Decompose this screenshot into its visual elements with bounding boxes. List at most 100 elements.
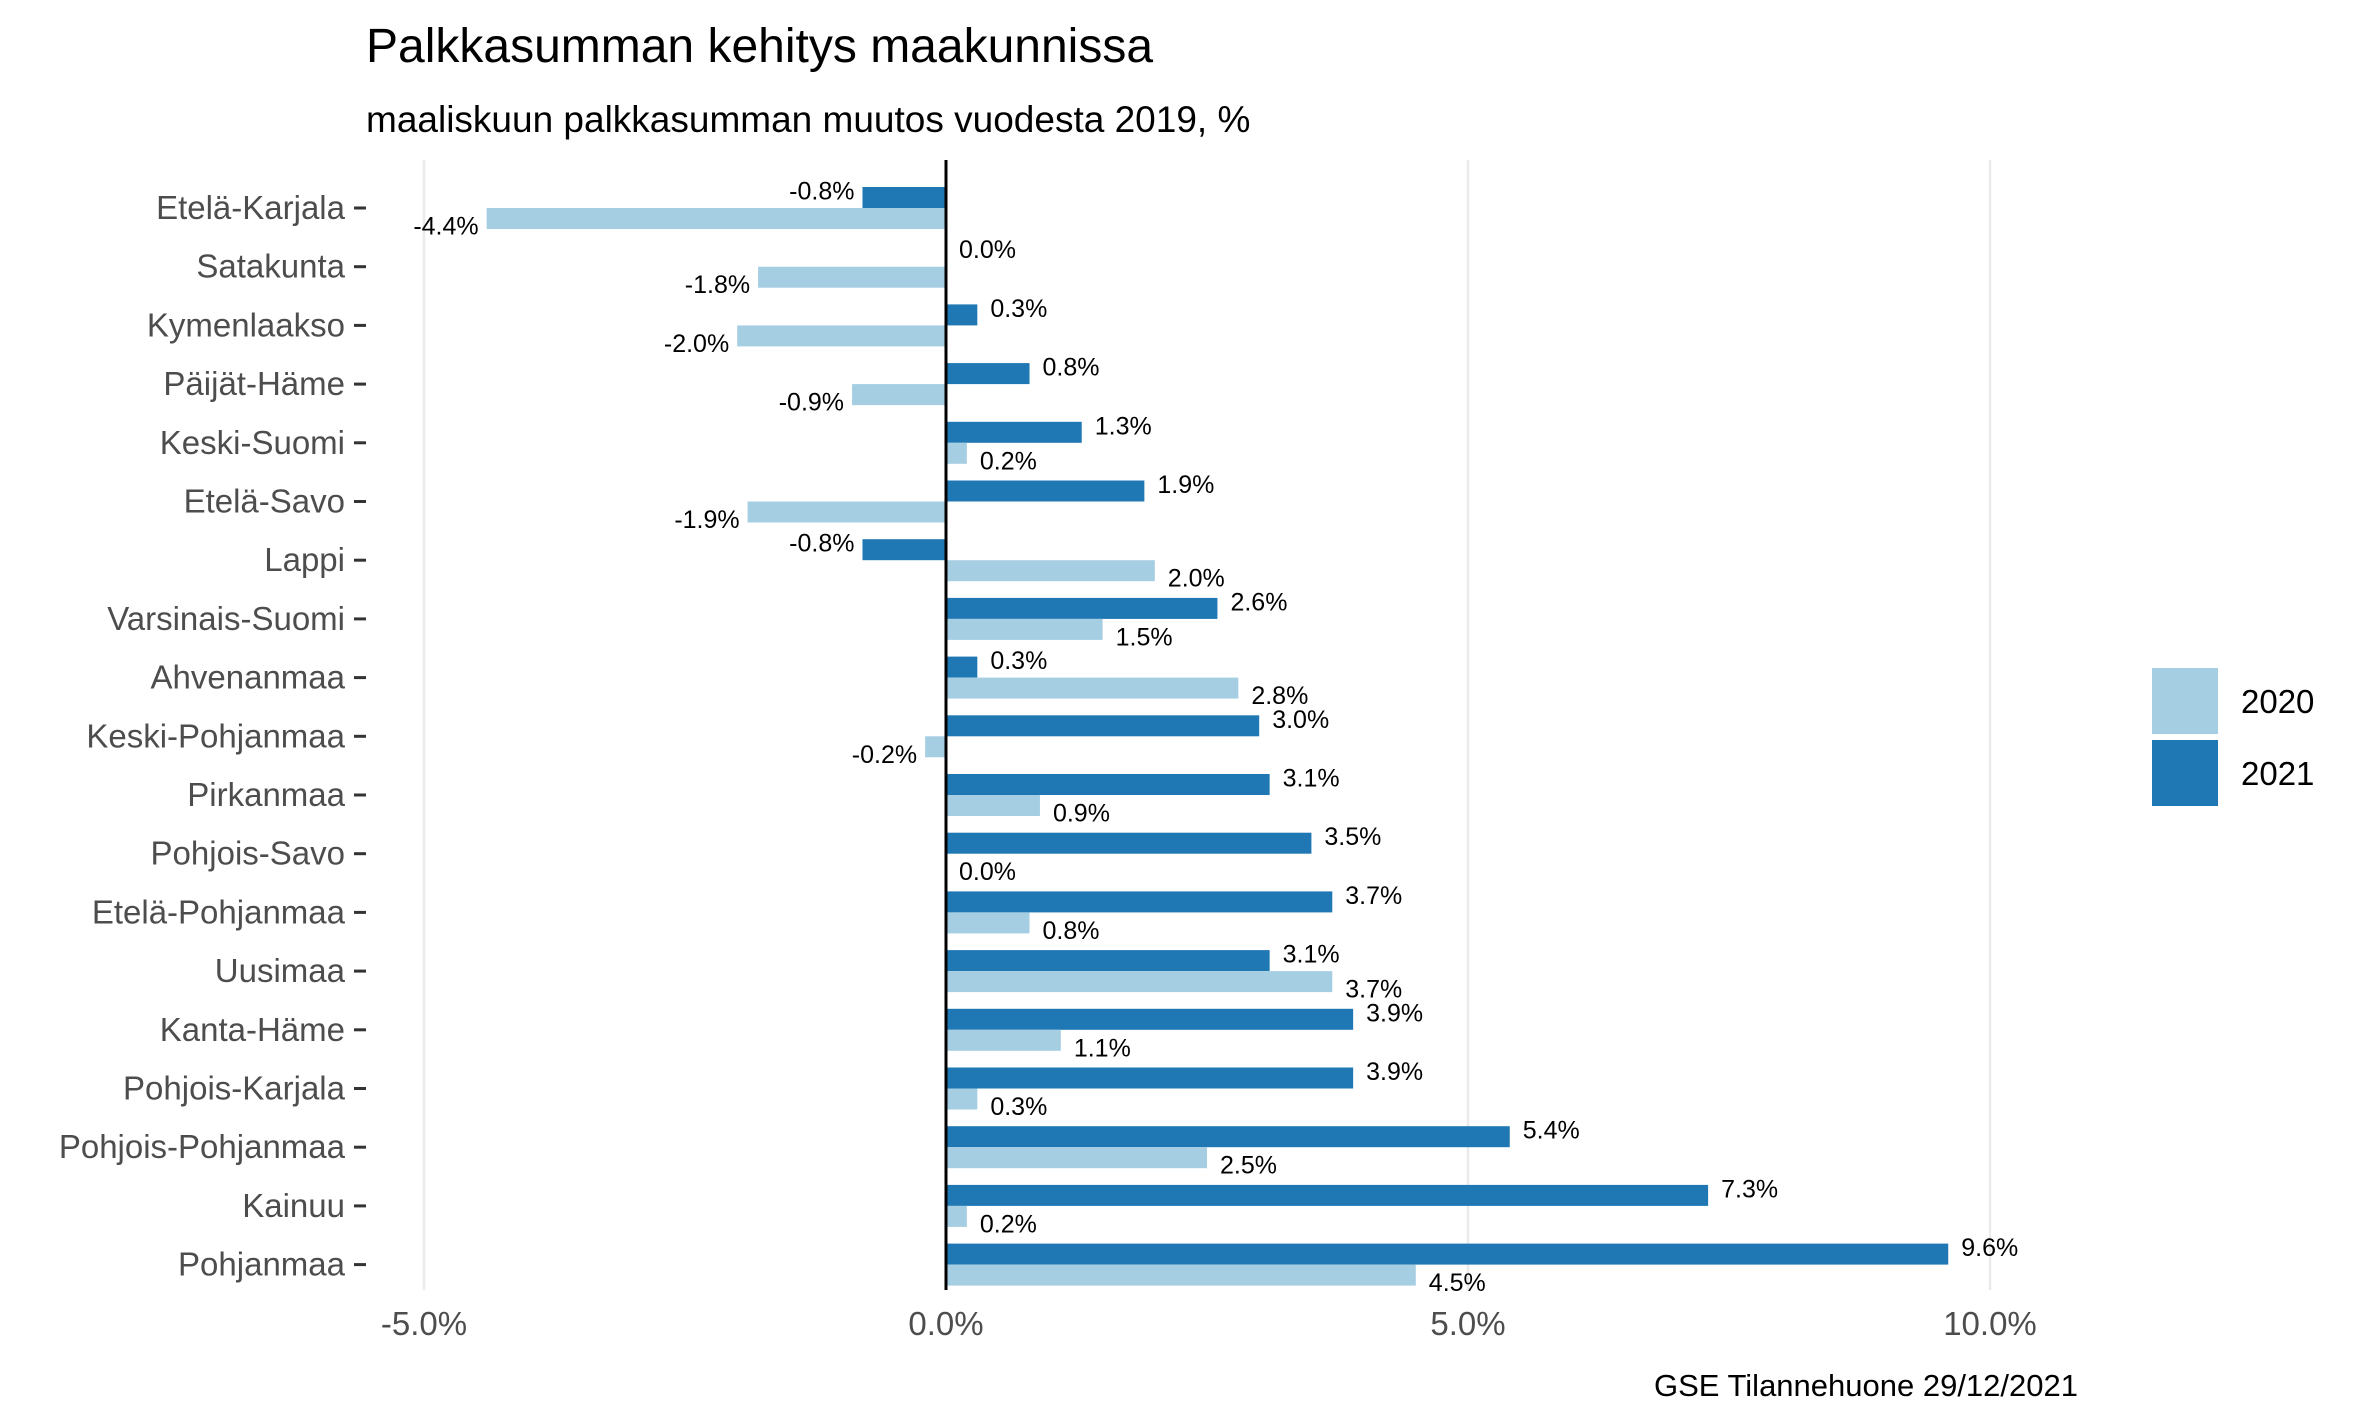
legend-swatch-2020 xyxy=(2152,668,2218,734)
grid-layer xyxy=(422,160,1992,1290)
y-tick-label: Satakunta xyxy=(196,248,345,285)
bar-2020 xyxy=(747,501,946,523)
bar-2021 xyxy=(946,480,1145,502)
bar-2020 xyxy=(486,208,946,229)
data-label-2021: 3.1% xyxy=(1283,765,1340,793)
data-label-2020: 2.0% xyxy=(1168,565,1225,593)
legend-swatch-2021 xyxy=(2152,740,2218,806)
data-label-2020: 2.5% xyxy=(1220,1152,1277,1180)
data-label-2020: -2.0% xyxy=(664,330,729,358)
data-label-2020: 0.2% xyxy=(980,1210,1037,1238)
data-label-2021: 1.3% xyxy=(1095,412,1152,440)
bar-2020 xyxy=(946,971,1333,993)
bar-2021 xyxy=(862,539,946,561)
bar-2021 xyxy=(946,363,1030,385)
data-label-2021: 1.9% xyxy=(1157,471,1214,499)
data-label-2020: -4.4% xyxy=(413,213,478,241)
data-label-2020: 1.1% xyxy=(1074,1034,1131,1062)
data-label-2021: 3.0% xyxy=(1272,706,1329,734)
y-tick-label: Pohjois-Pohjanmaa xyxy=(59,1128,346,1165)
y-tick-label: Pohjois-Karjala xyxy=(123,1070,346,1107)
data-label-2020: 0.3% xyxy=(990,1093,1047,1121)
bar-2021 xyxy=(946,891,1333,913)
data-label-2021: 0.3% xyxy=(990,647,1047,675)
bar-2020 xyxy=(946,442,967,464)
bar-2021 xyxy=(862,187,946,208)
y-tick-label: Ahvenanmaa xyxy=(151,659,346,696)
bar-2020 xyxy=(758,266,946,288)
y-tick-label: Varsinais-Suomi xyxy=(107,600,345,637)
bar-2021 xyxy=(946,832,1312,854)
data-label-2021: 9.6% xyxy=(1961,1234,2018,1262)
chart-title: Palkkasumman kehitys maakunnissa xyxy=(366,20,1153,73)
data-label-2020: -0.2% xyxy=(852,741,917,769)
y-tick-label: Kanta-Häme xyxy=(160,1011,345,1048)
y-tick-label: Pohjois-Savo xyxy=(151,835,345,872)
bars-layer xyxy=(486,187,1949,1286)
y-tick-label: Etelä-Savo xyxy=(184,483,345,520)
bar-2021 xyxy=(946,1008,1354,1030)
y-tick-label: Kymenlaakso xyxy=(147,306,345,343)
bar-2020 xyxy=(946,795,1040,816)
data-label-2020: -1.9% xyxy=(674,506,739,534)
bar-2020 xyxy=(946,912,1030,934)
data-label-2020: 0.0% xyxy=(959,858,1016,886)
data-label-2021: -0.8% xyxy=(789,178,854,206)
bar-2021 xyxy=(946,950,1270,972)
data-label-2020: 1.5% xyxy=(1116,623,1173,651)
y-tick-label: Keski-Suomi xyxy=(160,424,345,461)
bar-2020 xyxy=(946,1029,1061,1051)
bar-2020 xyxy=(852,384,946,406)
bar-2020 xyxy=(946,677,1239,699)
bar-2021 xyxy=(946,1184,1709,1206)
data-label-2021: 0.0% xyxy=(959,236,1016,264)
bar-2021 xyxy=(946,774,1270,795)
legend-label-2021: 2021 xyxy=(2241,755,2314,792)
y-tick-label: Uusimaa xyxy=(215,952,346,989)
bar-2020 xyxy=(946,1088,978,1110)
data-label-2021: 3.7% xyxy=(1345,882,1402,910)
y-tick-label: Pohjanmaa xyxy=(178,1246,346,1283)
x-axis: -5.0% 0.0% 5.0% 10.0% xyxy=(381,1305,2037,1342)
bar-2021 xyxy=(946,304,978,326)
x-tick-label: 0.0% xyxy=(908,1305,983,1342)
bar-2021 xyxy=(946,421,1082,443)
data-label-2020: -1.8% xyxy=(685,271,750,299)
bar-2020 xyxy=(946,560,1155,582)
data-label-2020: 4.5% xyxy=(1429,1269,1486,1297)
x-tick-label: 5.0% xyxy=(1430,1305,1505,1342)
y-tick-label: Keski-Pohjanmaa xyxy=(86,717,345,754)
data-label-2020: 0.2% xyxy=(980,447,1037,475)
data-label-2021: 2.6% xyxy=(1230,588,1287,616)
data-label-2020: 0.8% xyxy=(1043,917,1100,945)
bar-2021 xyxy=(946,715,1260,737)
data-label-2021: 0.8% xyxy=(1043,354,1100,382)
data-label-2021: -0.8% xyxy=(789,530,854,558)
data-label-2020: 2.8% xyxy=(1251,682,1308,710)
y-tick-label: Etelä-Pohjanmaa xyxy=(92,893,346,930)
data-label-2021: 3.9% xyxy=(1366,999,1423,1027)
bar-2020 xyxy=(946,1147,1207,1169)
y-tick-label: Päijät-Häme xyxy=(163,365,345,402)
legend-label-2020: 2020 xyxy=(2241,683,2314,720)
x-tick-label: -5.0% xyxy=(381,1305,467,1342)
bar-2021 xyxy=(946,1243,1949,1265)
data-label-2020: 3.7% xyxy=(1345,976,1402,1004)
data-label-2021: 3.1% xyxy=(1283,941,1340,969)
bar-2020 xyxy=(946,1205,967,1227)
chart-caption: GSE Tilannehuone 29/12/2021 xyxy=(1654,1368,2078,1403)
y-tick-label: Etelä-Karjala xyxy=(156,189,346,226)
data-label-2021: 5.4% xyxy=(1523,1117,1580,1145)
bar-2021 xyxy=(946,656,978,678)
y-tick-label: Lappi xyxy=(264,541,345,578)
x-tick-label: 10.0% xyxy=(1943,1305,2037,1342)
y-tick-label: Pirkanmaa xyxy=(187,776,345,813)
bar-2021 xyxy=(946,1067,1354,1089)
data-label-2021: 3.5% xyxy=(1324,823,1381,851)
legend[interactable]: 2020 2021 xyxy=(2152,668,2314,806)
bar-2020 xyxy=(925,736,946,758)
data-label-2021: 3.9% xyxy=(1366,1058,1423,1086)
bar-2020 xyxy=(946,1264,1416,1286)
data-label-2021: 7.3% xyxy=(1721,1175,1778,1203)
